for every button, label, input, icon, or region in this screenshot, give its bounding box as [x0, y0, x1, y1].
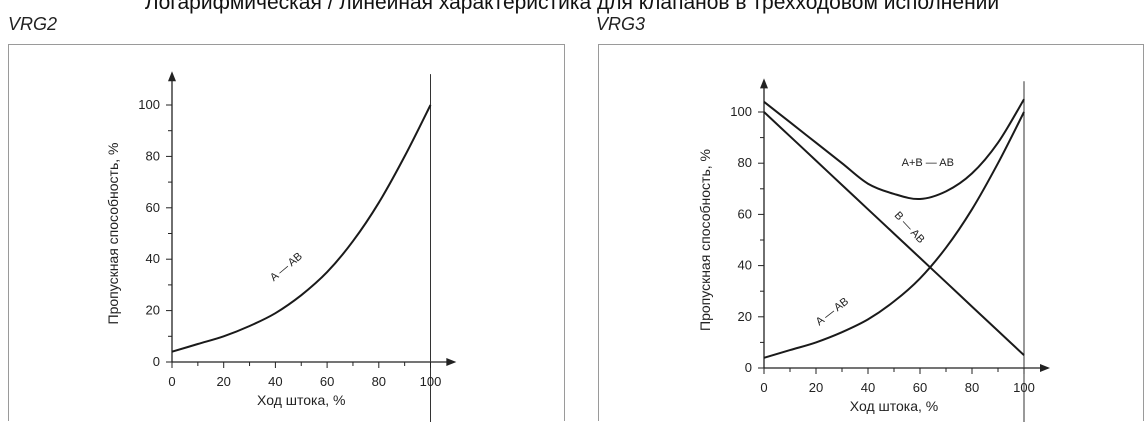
x-tick-label: 40 — [268, 374, 282, 389]
series-label: B — AB — [892, 210, 927, 246]
y-tick-label: 20 — [146, 303, 160, 318]
x-tick-label: 20 — [809, 380, 823, 395]
y-tick-label: 80 — [146, 148, 160, 163]
series-line — [763, 98, 1025, 201]
series-label: A+B — AB — [902, 157, 954, 169]
y-tick-label: 60 — [738, 206, 752, 221]
x-tick-label: 40 — [861, 380, 875, 395]
chart-title-vrg2: VRG2 — [8, 14, 58, 34]
y-tick-label: 60 — [146, 200, 160, 215]
x-axis-title: Ход штока, % — [257, 392, 345, 408]
y-axis-title: Пропускная способность, % — [105, 143, 121, 325]
y-tick-label: 0 — [745, 360, 752, 375]
chart-vrg2: 0 20 40 60 80 100 0 20 40 60 80 100 Ход штока, % Проп… — [105, 71, 457, 422]
y-axis-arrow-icon — [760, 78, 768, 89]
x-tick-label: 60 — [913, 380, 927, 395]
series-label: A — AB — [814, 295, 851, 328]
x-tick-label: 100 — [1013, 380, 1035, 395]
y-axis-arrow-icon — [168, 71, 176, 82]
y-tick-label: 100 — [138, 97, 160, 112]
x-tick-label: 0 — [760, 380, 767, 395]
series-line — [171, 104, 432, 353]
y-tick-label: 40 — [146, 251, 160, 266]
x-tick-label: 80 — [372, 374, 386, 389]
y-axis-title: Пропускная способность, % — [697, 149, 713, 331]
x-tick-label: 20 — [216, 374, 230, 389]
series-label: A — AB — [268, 250, 305, 284]
chart-panel-vrg3: 0 20 40 60 80 100 0 20 40 60 80 100 Ход штока, % Проп… — [598, 44, 1144, 422]
y-tick-label: 40 — [738, 258, 752, 273]
series-line — [763, 111, 1025, 359]
y-tick-label: 20 — [738, 309, 752, 324]
x-axis-arrow-icon — [1040, 364, 1050, 372]
y-tick-label: 0 — [153, 354, 160, 369]
x-tick-label: 0 — [168, 374, 175, 389]
page-title: Логарифмическая / линейная характеристик… — [144, 0, 1000, 14]
y-tick-label: 80 — [738, 155, 752, 170]
chart-title-vrg3: VRG3 — [596, 14, 646, 34]
x-tick-label: 60 — [320, 374, 334, 389]
x-axis-arrow-icon — [446, 358, 457, 366]
y-tick-label: 100 — [730, 104, 752, 119]
chart-panel-vrg2: 0 20 40 60 80 100 0 20 40 60 80 100 Ход штока, % Проп… — [8, 44, 565, 422]
chart-vrg3: 0 20 40 60 80 100 0 20 40 60 80 100 Ход штока, % Проп… — [697, 78, 1050, 422]
series-line — [763, 111, 1025, 356]
x-tick-label: 100 — [420, 374, 442, 389]
x-tick-label: 80 — [965, 380, 979, 395]
x-axis-title: Ход штока, % — [850, 398, 938, 414]
